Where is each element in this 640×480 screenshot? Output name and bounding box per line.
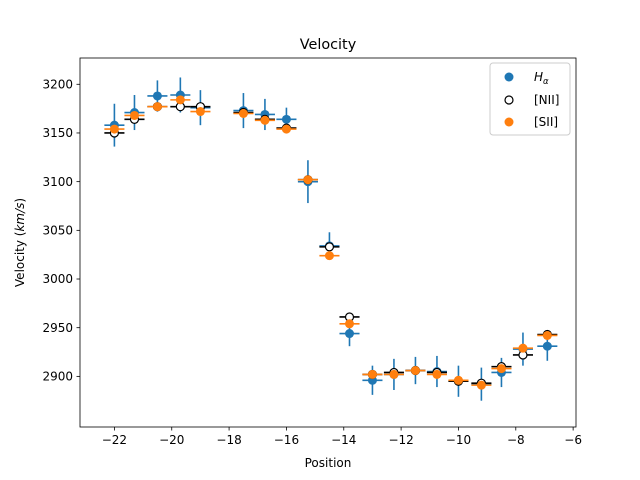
halpha-point [152, 91, 162, 101]
sii-point [389, 369, 399, 379]
y-axis-label-unit: km/s [13, 203, 27, 232]
legend-label-halpha-sub: α [543, 77, 549, 87]
y-axis-label-prefix: Velocity ( [13, 232, 27, 288]
y-axis: 2900 2950 3000 3050 3100 3150 3200 [42, 77, 80, 384]
x-tick-label: −22 [102, 433, 127, 447]
sii-point [260, 115, 270, 125]
halpha-point [542, 341, 552, 351]
sii-point [238, 108, 248, 118]
y-tick-label: 2900 [42, 370, 73, 384]
sii-point [175, 95, 185, 105]
legend-marker-nii [504, 95, 514, 105]
x-tick-label: −18 [216, 433, 241, 447]
x-tick-label: −16 [274, 433, 299, 447]
sii-point [152, 102, 162, 112]
y-tick-label: 3000 [42, 272, 73, 286]
x-tick-label: −8 [507, 433, 525, 447]
y-axis-label: Velocity (km/s) [13, 198, 27, 287]
x-tick-label: −12 [388, 433, 413, 447]
sii-point [109, 124, 119, 134]
legend-marker-sii [504, 117, 514, 127]
legend-label-sii: [SII] [534, 115, 558, 129]
x-axis-label: Position [305, 456, 352, 470]
sii-point [476, 380, 486, 390]
sii-point [367, 369, 377, 379]
legend-label-nii: [NII] [534, 93, 559, 107]
y-axis-label-suffix: ) [13, 198, 27, 203]
sii-point [518, 343, 528, 353]
x-tick-label: −10 [446, 433, 471, 447]
y-tick-label: 2950 [42, 321, 73, 335]
nii-point [324, 242, 335, 252]
legend-label-halpha: Hα [534, 70, 549, 87]
sii-point [432, 369, 442, 379]
plot-frame [79, 57, 577, 428]
halpha-point [345, 329, 355, 339]
chart-title: Velocity [300, 37, 357, 53]
x-tick-label: −20 [159, 433, 184, 447]
sii-point [195, 107, 205, 117]
y-tick-label: 3150 [42, 126, 73, 140]
legend-label-halpha-base: H [534, 70, 543, 84]
y-tick-label: 3050 [42, 224, 73, 238]
sii-point [303, 175, 313, 185]
plot-marks [104, 77, 558, 401]
sii-point [129, 110, 139, 120]
sii-point [542, 330, 552, 340]
y-tick-label: 3100 [42, 175, 73, 189]
legend-marker-halpha [504, 72, 514, 82]
x-axis: −22 −20 −18 −16 −14 −12 −10 −8 −6 [102, 427, 582, 447]
sii-point [345, 319, 355, 329]
x-tick-label: −14 [331, 433, 356, 447]
halpha-point [281, 114, 291, 124]
sii-point [324, 251, 334, 261]
y-tick-label: 3200 [42, 77, 73, 91]
sii-point [281, 124, 291, 134]
sii-point [410, 366, 420, 376]
legend: Hα [NII] [SII] [489, 62, 571, 136]
sii-point [496, 364, 506, 374]
sii-point [453, 375, 463, 385]
x-tick-label: −6 [564, 433, 582, 447]
